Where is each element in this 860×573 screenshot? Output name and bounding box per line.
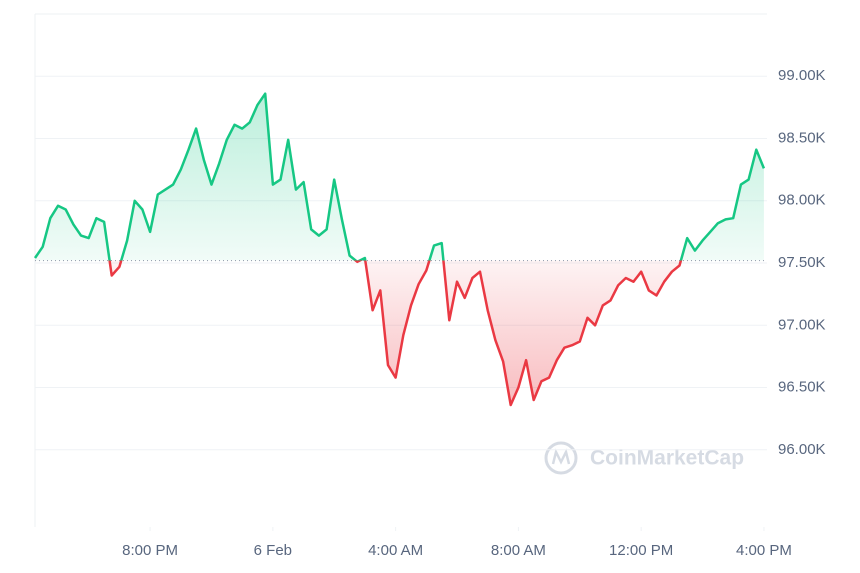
y-tick-label: 98.50K xyxy=(778,129,826,146)
watermark-logo xyxy=(551,448,571,465)
y-tick-label: 96.50K xyxy=(778,379,826,396)
x-tick-label: 4:00 PM xyxy=(736,542,792,559)
watermark-text: CoinMarketCap xyxy=(590,447,744,470)
price-line xyxy=(33,92,766,407)
y-tick-label: 97.50K xyxy=(778,254,826,271)
watermark-logo xyxy=(544,441,578,475)
x-tick-label: 8:00 AM xyxy=(491,542,546,559)
y-tick-label: 96.00K xyxy=(778,441,826,458)
y-tick-label: 97.00K xyxy=(778,316,826,333)
x-tick-label: 4:00 AM xyxy=(368,542,423,559)
x-tick-label: 6 Feb xyxy=(254,542,292,559)
x-tick-label: 8:00 PM xyxy=(122,542,178,559)
watermark: CoinMarketCap xyxy=(544,441,744,475)
x-tick-label: 12:00 PM xyxy=(609,542,673,559)
y-tick-label: 99.00K xyxy=(778,67,826,84)
y-tick-label: 98.00K xyxy=(778,192,826,209)
